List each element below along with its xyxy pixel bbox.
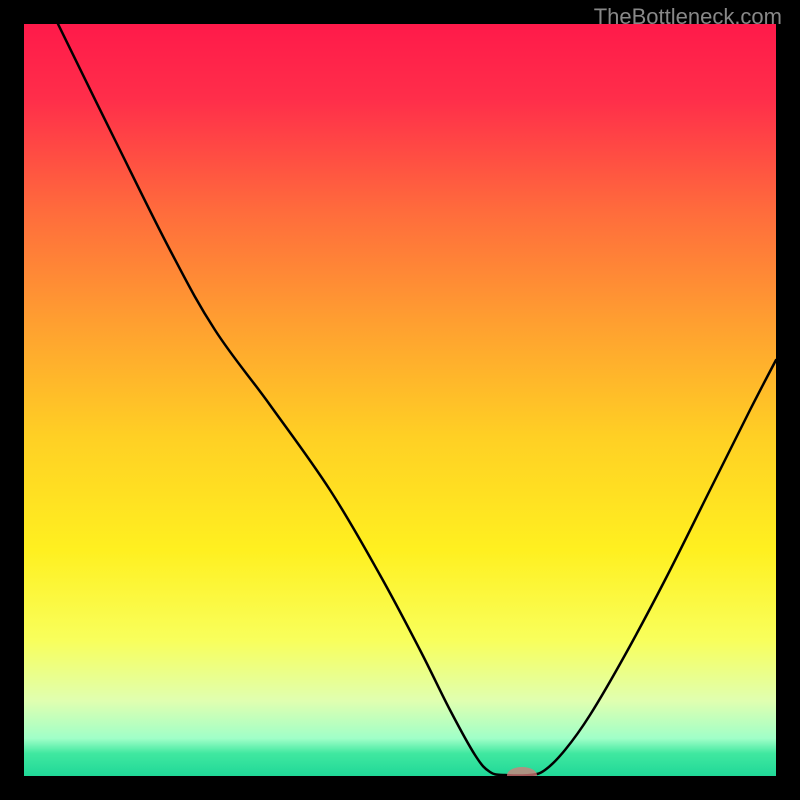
chart-background-gradient (24, 24, 776, 776)
chart-container: TheBottleneck.com (0, 0, 800, 800)
watermark-text: TheBottleneck.com (594, 4, 782, 30)
bottleneck-chart (0, 0, 800, 800)
